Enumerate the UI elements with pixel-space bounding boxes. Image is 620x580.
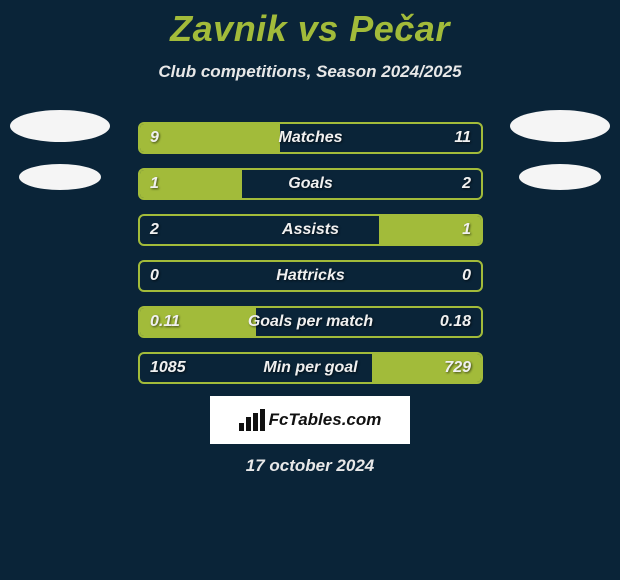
avatar-head-placeholder bbox=[10, 110, 110, 142]
stat-row: 0 Hattricks 0 bbox=[138, 260, 483, 292]
brand-text: FcTables.com bbox=[269, 410, 382, 430]
stat-value-right: 0.18 bbox=[440, 313, 471, 331]
subtitle: Club competitions, Season 2024/2025 bbox=[0, 62, 620, 82]
stat-row: 9 Matches 11 bbox=[138, 122, 483, 154]
stat-label: Min per goal bbox=[263, 359, 357, 377]
avatar-head-placeholder bbox=[510, 110, 610, 142]
stat-row: 1085 Min per goal 729 bbox=[138, 352, 483, 384]
stat-label: Goals bbox=[288, 175, 332, 193]
avatar-body-placeholder bbox=[19, 164, 101, 190]
comparison-chart: 9Matches111Goals22Assists10Hattricks00.1… bbox=[138, 122, 483, 398]
stat-value-left: 0.11 bbox=[150, 313, 180, 331]
stat-row: 1 Goals 2 bbox=[138, 168, 483, 200]
stat-value-left: 1085 bbox=[150, 359, 186, 377]
stat-row: 0.11 Goals per match 0.18 bbox=[138, 306, 483, 338]
stat-value-left: 1 bbox=[150, 175, 159, 193]
stat-value-left: 0 bbox=[150, 267, 159, 285]
stat-value-left: 2 bbox=[150, 221, 159, 239]
stat-value-right: 729 bbox=[444, 359, 471, 377]
stat-label: Assists bbox=[282, 221, 339, 239]
stat-label: Hattricks bbox=[276, 267, 344, 285]
stat-label: Goals per match bbox=[248, 313, 373, 331]
stat-value-right: 11 bbox=[454, 129, 471, 147]
stat-value-right: 0 bbox=[462, 267, 471, 285]
player-right-avatar bbox=[510, 110, 610, 190]
brand-badge: FcTables.com bbox=[210, 396, 410, 444]
stat-row: 2 Assists 1 bbox=[138, 214, 483, 246]
stat-value-right: 1 bbox=[462, 221, 471, 239]
player-left-avatar bbox=[10, 110, 110, 190]
stat-label: Matches bbox=[278, 129, 342, 147]
stat-value-left: 9 bbox=[150, 129, 159, 147]
date-text: 17 october 2024 bbox=[246, 456, 375, 476]
page-title: Zavnik vs Pečar bbox=[0, 0, 620, 50]
stat-value-right: 2 bbox=[462, 175, 471, 193]
brand-bars-icon bbox=[239, 409, 265, 431]
stat-fill-left bbox=[140, 124, 280, 152]
avatar-body-placeholder bbox=[519, 164, 601, 190]
